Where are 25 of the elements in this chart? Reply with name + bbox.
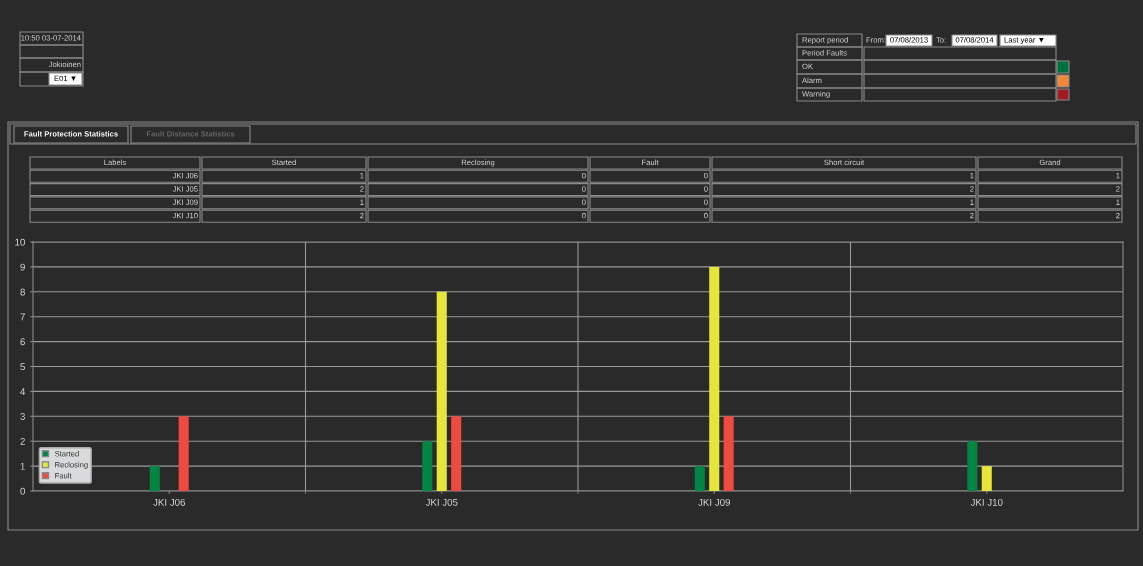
y-tick-label: 7	[20, 313, 25, 321]
y-tick-label: 3	[20, 413, 25, 420]
y-tick-label: 10	[15, 238, 25, 246]
x-tick-label: JKI J10	[970, 498, 1003, 506]
x-tick-label: JKI J05	[425, 498, 458, 506]
y-tick-label: 2	[20, 437, 25, 445]
bar	[981, 466, 992, 491]
y-tick-label: 6	[20, 338, 25, 346]
x-tick-label: JKI J06	[153, 498, 186, 506]
y-tick-label: 9	[20, 263, 25, 271]
bar	[709, 266, 720, 491]
y-tick-label: 1	[20, 462, 25, 470]
bar	[723, 416, 734, 491]
y-tick-label: 8	[20, 288, 25, 296]
bar	[436, 291, 447, 491]
x-tick-label: JKI J09	[698, 498, 730, 506]
bar	[451, 416, 462, 491]
bar	[422, 441, 433, 491]
bar	[967, 441, 978, 491]
bar	[178, 416, 189, 491]
y-tick-label: 5	[20, 363, 25, 371]
y-tick-label: 4	[20, 388, 26, 395]
bar	[694, 466, 705, 491]
y-tick-label: 0	[20, 487, 25, 495]
bar	[149, 466, 160, 491]
